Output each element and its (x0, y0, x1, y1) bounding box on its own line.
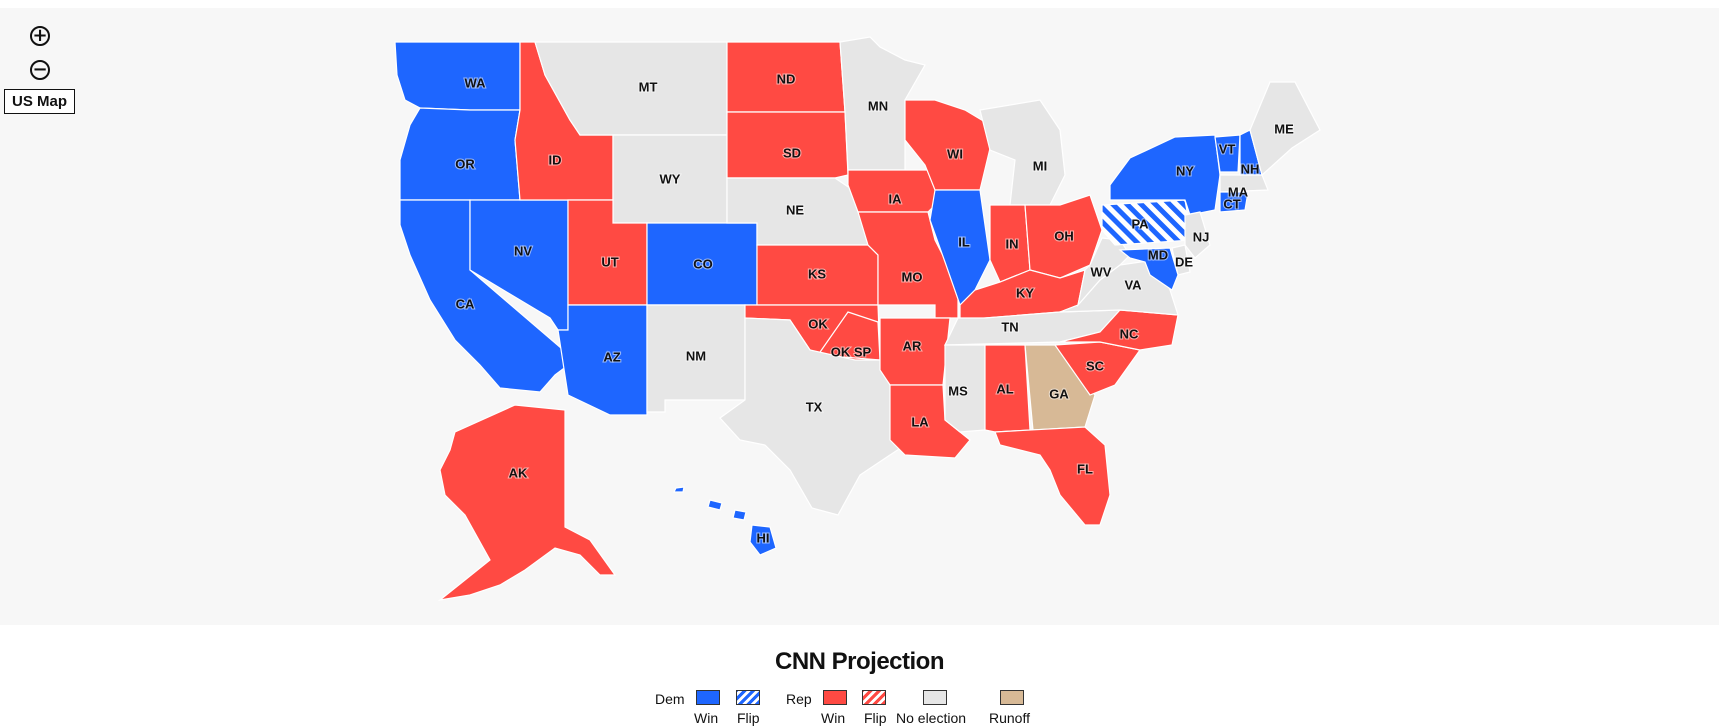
state-ok-sp[interactable] (816, 311, 881, 361)
state-label-ct: CT (1223, 196, 1240, 211)
state-label-al: AL (996, 381, 1013, 396)
state-nj[interactable] (1184, 211, 1211, 259)
legend-title: CNN Projection (774, 648, 945, 675)
state-label-nd: ND (777, 71, 796, 86)
state-wi[interactable] (904, 99, 993, 191)
state-label-mi: MI (1033, 158, 1047, 173)
state-label-ks: KS (808, 266, 826, 281)
legend-dem-flip-swatch (736, 690, 760, 705)
state-label-sc: SC (1086, 358, 1105, 373)
state-tx[interactable] (719, 317, 931, 516)
state-label-sd: SD (783, 145, 801, 160)
state-label-nj: NJ (1193, 229, 1210, 244)
state-label-tn: TN (1001, 319, 1018, 334)
state-nc[interactable] (1059, 309, 1179, 351)
state-label-ky: KY (1016, 285, 1034, 300)
state-label-ms: MS (948, 383, 968, 398)
state-label-vt: VT (1219, 141, 1236, 156)
state-label-wv: WV (1091, 264, 1112, 279)
state-mn[interactable] (839, 36, 926, 171)
legend-rep-flip-label: Flip (864, 710, 887, 726)
state-ga[interactable] (1024, 344, 1096, 431)
state-label-ca: CA (456, 296, 475, 311)
legend-rep-win-swatch (823, 690, 847, 705)
legend-rep-flip-swatch (862, 690, 886, 705)
state-label-ar: AR (903, 338, 922, 353)
state-vt[interactable] (1214, 134, 1241, 173)
state-label-ut: UT (601, 254, 618, 269)
legend-rep-label: Rep (786, 691, 812, 707)
state-ma[interactable] (1219, 174, 1269, 193)
state-label-mn: MN (868, 98, 888, 113)
state-label-wa: WA (465, 75, 487, 90)
us-map-button[interactable]: US Map (4, 89, 76, 114)
state-sd[interactable] (726, 111, 849, 179)
state-label-id: ID (549, 152, 562, 167)
state-label-mo: MO (902, 269, 923, 284)
state-label-fl: FL (1077, 461, 1093, 476)
state-label-ny: NY (1176, 163, 1194, 178)
legend-runoff-label: Runoff (989, 710, 1030, 726)
state-label-az: AZ (603, 349, 620, 364)
state-label-de: DE (1175, 254, 1193, 269)
state-label-il: IL (958, 234, 970, 249)
state-label-oh: OH (1054, 228, 1074, 243)
state-label-wi: WI (947, 146, 963, 161)
state-wa[interactable] (394, 41, 521, 111)
zoom-out-button[interactable]: − (30, 60, 50, 80)
legend-rep-win-label: Win (821, 710, 846, 726)
state-label-tx: TX (806, 399, 823, 414)
state-label-ma: MA (1228, 184, 1249, 199)
legend-no-election-swatch (923, 690, 947, 705)
state-ct[interactable] (1219, 191, 1249, 213)
state-label-la: LA (911, 414, 929, 429)
state-label-nh: NH (1241, 161, 1260, 176)
state-ny[interactable] (1109, 134, 1221, 216)
legend-dem-win-label: Win (694, 710, 719, 726)
state-ms[interactable] (944, 344, 986, 433)
legend-dem-flip-label: Flip (737, 710, 760, 726)
state-md[interactable] (1118, 247, 1179, 291)
map-panel[interactable]: WA OR CA NV ID MT WY UT AZ CO NM ND SD NE KS OK OK SP TX M… (0, 8, 1719, 625)
state-label-ok: OK (808, 316, 828, 331)
state-label-wy: WY (660, 171, 681, 186)
state-or[interactable] (399, 107, 521, 201)
state-label-va: VA (1124, 277, 1142, 292)
state-ak[interactable] (437, 404, 617, 601)
state-hi[interactable] (673, 486, 777, 556)
state-pa[interactable] (1101, 199, 1193, 246)
state-label-hi: HI (757, 530, 770, 545)
state-label-me: ME (1274, 121, 1294, 136)
state-label-pa: PA (1131, 216, 1149, 231)
state-fl[interactable] (994, 426, 1111, 526)
legend-dem-label: Dem (655, 691, 685, 707)
state-mi[interactable] (979, 99, 1066, 206)
state-label-mt: MT (639, 79, 658, 94)
state-label-in: IN (1006, 236, 1019, 251)
state-label-co: CO (693, 256, 713, 271)
legend-runoff-swatch (1000, 690, 1024, 705)
state-label-or: OR (455, 156, 475, 171)
state-label-ia: IA (889, 191, 903, 206)
state-label-ga: GA (1049, 386, 1069, 401)
state-label-md: MD (1148, 247, 1168, 262)
state-la[interactable] (889, 384, 971, 459)
state-de[interactable] (1171, 244, 1191, 276)
state-label-ak: AK (509, 465, 528, 480)
state-label-nv: NV (514, 243, 532, 258)
state-label-nm: NM (686, 348, 706, 363)
zoom-in-button[interactable]: + (30, 26, 50, 46)
legend: Dem Win Flip Rep Win Flip No election Ru… (0, 690, 1719, 726)
state-label-ne: NE (786, 202, 804, 217)
state-label-nc: NC (1120, 326, 1139, 341)
legend-no-election-label: No election (896, 710, 967, 726)
legend-dem-win-swatch (696, 690, 720, 705)
state-label-ok-sp: OK SP (831, 344, 872, 359)
